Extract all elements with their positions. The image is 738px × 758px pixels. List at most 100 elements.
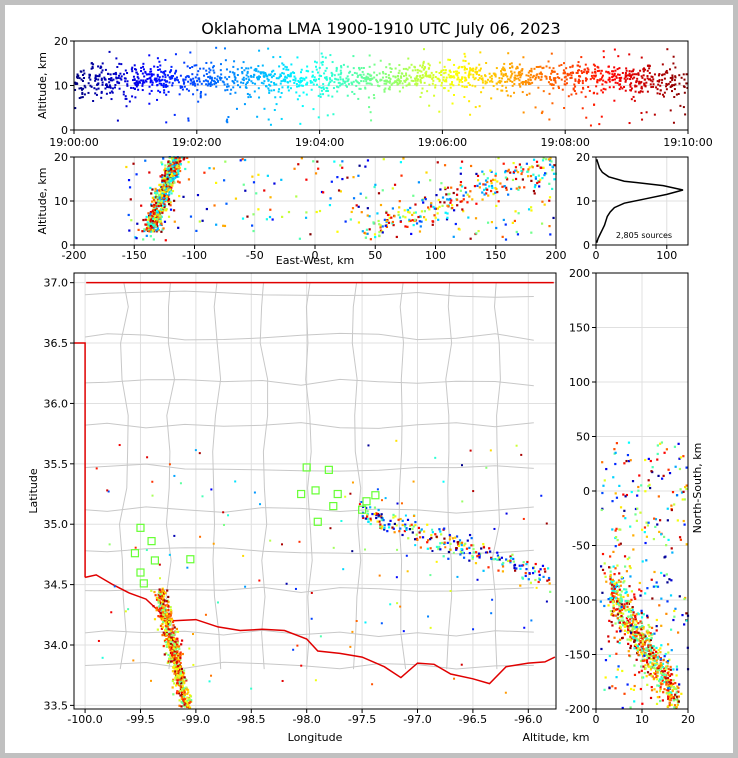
source-point — [164, 172, 167, 175]
source-point — [640, 111, 643, 114]
source-point — [627, 642, 630, 645]
source-point — [509, 95, 512, 98]
source-point — [224, 89, 227, 92]
county-line — [85, 661, 534, 670]
source-point — [115, 57, 118, 60]
source-point — [158, 563, 161, 566]
source-point — [184, 678, 187, 681]
source-point — [332, 87, 335, 90]
source-point — [474, 85, 477, 88]
source-point — [577, 61, 580, 64]
source-point — [485, 62, 488, 65]
source-point — [673, 704, 677, 707]
source-point — [241, 158, 244, 161]
source-point — [528, 69, 531, 72]
source-point — [639, 639, 642, 643]
source-point — [273, 82, 276, 85]
source-point — [321, 55, 324, 58]
source-point — [547, 576, 551, 580]
source-point — [631, 480, 635, 483]
source-point — [165, 600, 168, 603]
source-point — [515, 567, 518, 570]
source-point — [429, 179, 432, 182]
source-point — [640, 75, 643, 78]
source-point — [618, 484, 621, 488]
source-point — [336, 90, 339, 93]
source-point — [654, 667, 657, 670]
source-point — [460, 663, 463, 666]
source-point — [416, 68, 419, 71]
source-point — [454, 222, 457, 226]
source-point — [166, 190, 169, 193]
source-count-annotation: 2,805 sources — [616, 231, 672, 240]
source-point — [392, 513, 395, 517]
source-point — [613, 610, 616, 613]
source-point — [389, 603, 392, 606]
source-point — [163, 208, 166, 211]
source-point — [162, 191, 165, 194]
source-point — [546, 579, 549, 582]
source-point — [226, 83, 229, 86]
source-point — [441, 541, 444, 545]
source-point — [170, 174, 173, 178]
source-point — [407, 83, 410, 86]
source-point — [505, 558, 508, 561]
source-point — [148, 230, 151, 233]
source-point — [475, 71, 478, 74]
source-point — [164, 200, 167, 203]
source-point — [618, 76, 621, 79]
source-point — [369, 506, 372, 509]
source-point — [469, 237, 472, 240]
source-point — [136, 84, 139, 87]
source-point — [395, 524, 398, 527]
source-point — [405, 72, 408, 75]
source-point — [439, 201, 442, 204]
source-point — [171, 627, 174, 630]
y-axis-label: Latitude — [27, 468, 40, 514]
source-point — [437, 218, 440, 221]
source-point — [471, 557, 474, 560]
source-point — [438, 545, 441, 548]
source-point — [649, 649, 653, 652]
source-point — [571, 65, 574, 68]
source-point — [434, 216, 437, 219]
source-point — [472, 73, 475, 76]
source-point — [233, 75, 236, 78]
source-point — [331, 73, 334, 76]
source-point — [440, 73, 443, 76]
source-point — [74, 82, 77, 85]
source-point — [614, 585, 617, 589]
source-point — [611, 591, 614, 595]
source-point — [426, 539, 430, 542]
source-point — [672, 668, 675, 671]
source-point — [472, 490, 475, 493]
source-point — [419, 529, 422, 533]
source-point — [628, 556, 631, 559]
source-point — [422, 60, 425, 63]
source-point — [164, 169, 167, 173]
source-point — [158, 76, 161, 79]
source-point — [620, 619, 623, 622]
source-point — [656, 674, 659, 678]
source-point — [268, 83, 271, 86]
source-point — [163, 79, 166, 82]
lma-station-marker — [333, 489, 342, 499]
source-point — [330, 71, 333, 74]
source-point — [635, 631, 638, 634]
source-point — [421, 199, 424, 202]
source-point — [396, 602, 399, 605]
source-point — [580, 70, 583, 73]
source-point — [162, 592, 166, 595]
source-point — [170, 618, 174, 621]
source-point — [615, 592, 618, 595]
source-point — [608, 80, 611, 83]
source-point — [647, 654, 650, 657]
source-point — [492, 85, 495, 88]
source-point — [368, 106, 371, 109]
source-point — [258, 579, 261, 582]
source-point — [542, 166, 545, 169]
source-point — [172, 167, 175, 171]
source-point — [150, 218, 153, 221]
source-point — [336, 176, 339, 179]
source-point — [621, 706, 624, 710]
